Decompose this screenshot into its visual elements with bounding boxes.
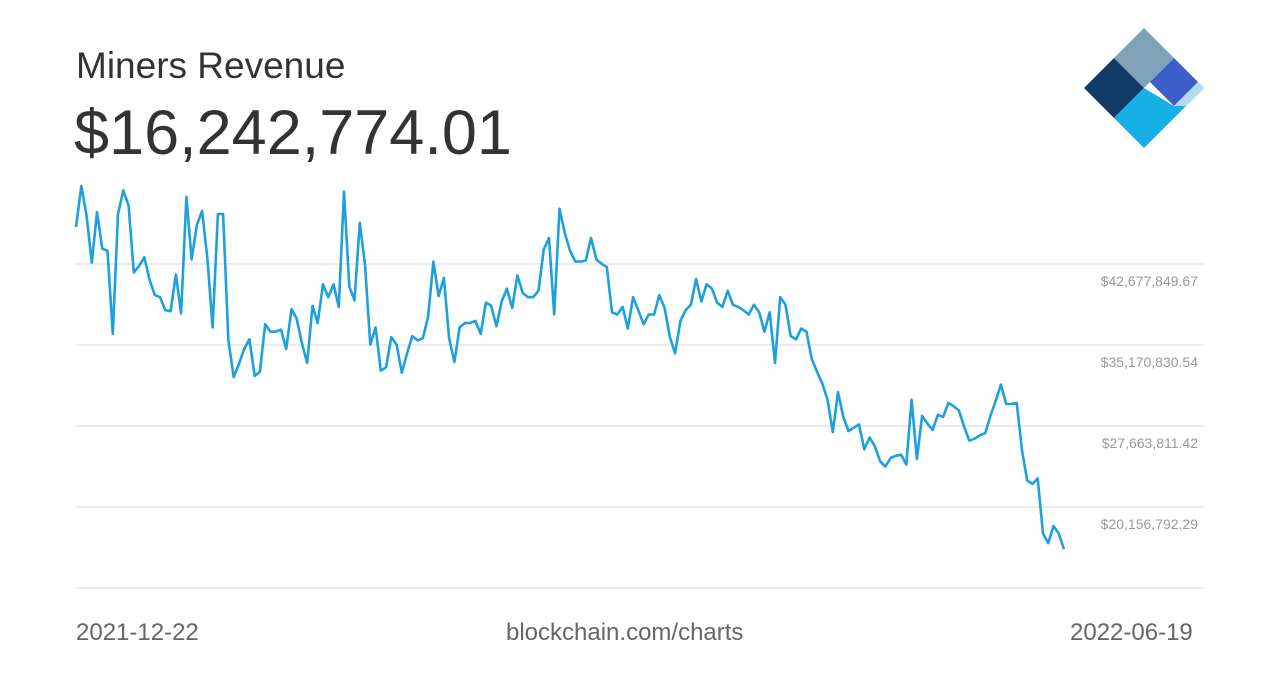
start-date-label: 2021-12-22 [76,619,199,646]
series-line [74,184,1066,550]
blockchain-diamond-logo-icon [1082,28,1206,157]
chart-title: Miners Revenue [76,45,346,86]
y-tick-label: $27,663,811.42 [1102,435,1198,451]
source-label: blockchain.com/charts [506,619,744,646]
y-tick-label: $20,156,792.29 [1101,516,1199,532]
current-value: $16,242,774.01 [74,98,512,168]
y-tick-label: $35,170,830.54 [1101,354,1199,370]
y-tick-label: $42,677,849.67 [1101,273,1199,289]
end-date-label: 2022-06-19 [1070,619,1193,646]
